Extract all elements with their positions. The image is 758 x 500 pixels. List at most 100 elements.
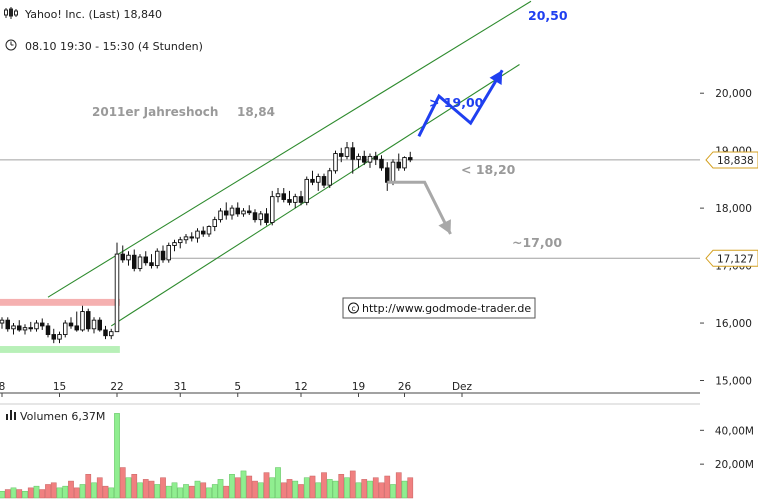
x-tick-label: 12 (294, 381, 307, 393)
volume-bar (372, 477, 379, 499)
candle-body (367, 155, 373, 163)
volume-bar (275, 467, 281, 499)
volume-bar (246, 475, 253, 499)
candle-body (120, 253, 125, 261)
candle-body (68, 322, 74, 327)
x-tick-label: 8 (0, 381, 5, 393)
volume-layer (0, 413, 414, 499)
price-marker: 18,838 (705, 151, 758, 169)
volume-bar (33, 485, 40, 499)
volume-bar (257, 482, 264, 499)
volume-bar (91, 482, 97, 499)
candle-body (252, 212, 258, 221)
candle (200, 226, 206, 237)
candle (310, 170, 315, 186)
candle-body (114, 253, 120, 333)
scenario-layer (387, 69, 504, 235)
candle (212, 216, 217, 232)
candle (246, 205, 252, 216)
volume-bar (200, 482, 207, 499)
price-tick-label: 18,000 (715, 203, 752, 215)
candle-body (356, 155, 361, 160)
volume-bar (10, 487, 17, 499)
clock-icon (5, 39, 17, 51)
candle (143, 251, 148, 266)
volume-bar (165, 485, 172, 499)
candle-body (298, 196, 304, 203)
candle-body (34, 322, 39, 330)
candle-body (218, 210, 223, 221)
volume-bar (321, 472, 327, 499)
candle (356, 153, 361, 168)
source-link[interactable]: http://www.godmode-trader.de (362, 302, 531, 315)
candle-body (103, 329, 108, 337)
candle-body (246, 210, 252, 214)
candle-body (350, 147, 356, 160)
candle (379, 155, 384, 171)
volume-bar (160, 477, 166, 499)
candle (327, 167, 333, 189)
volume-bar (211, 484, 218, 499)
candle-body (51, 334, 57, 340)
candle-body (275, 193, 281, 198)
volume-bar (56, 487, 63, 499)
volume-bar (148, 480, 155, 499)
candle-body (137, 256, 143, 269)
volume-bar (119, 467, 126, 499)
volume-bar (114, 413, 120, 499)
candle-body (212, 219, 217, 227)
candle (229, 205, 235, 220)
candle-body (373, 155, 379, 160)
volume-bar (355, 482, 362, 499)
price-marker-label: 18,838 (717, 155, 754, 167)
volume-bar (137, 482, 143, 499)
volume-bar (407, 477, 414, 499)
candle (120, 245, 125, 263)
volume-bar (22, 490, 28, 499)
candle-body (166, 245, 171, 261)
candle (85, 308, 91, 332)
candle (17, 320, 22, 332)
volume-bar (39, 489, 46, 499)
candle-body (57, 334, 62, 340)
candle-body (408, 157, 413, 161)
candle (218, 208, 223, 223)
candle (40, 318, 45, 330)
candle-body (235, 207, 240, 215)
candle (108, 328, 114, 340)
candle (287, 190, 292, 206)
support-zone (0, 346, 120, 353)
candle-body (264, 213, 269, 223)
candle-body (200, 230, 206, 235)
volume-bar (0, 490, 5, 499)
candle (281, 188, 287, 203)
candle-body (241, 210, 246, 215)
candle (223, 202, 229, 220)
candle-body (149, 262, 154, 267)
candle-body (281, 193, 287, 200)
candle (22, 324, 28, 335)
price-tick-label: 15,000 (715, 376, 752, 388)
candle-body (22, 327, 28, 331)
volume-bar (344, 477, 350, 499)
volume-bar (188, 485, 195, 499)
candle-body (316, 176, 321, 183)
candle-body (379, 158, 384, 169)
candle (114, 242, 120, 333)
volume-tick-label: 40,00M (715, 425, 754, 437)
volume-bar (194, 480, 201, 499)
volume-bar (108, 487, 115, 499)
candle-body (344, 147, 350, 157)
candle-body (321, 176, 327, 186)
price-markers: 18,838 17,127 (705, 151, 758, 267)
candle-body (229, 207, 235, 216)
volume-bar (154, 484, 161, 499)
candle-body (45, 325, 51, 335)
volume-tick-label: 20,00M (715, 459, 754, 471)
volume-bar (361, 479, 368, 499)
x-tick-label: 15 (53, 381, 66, 393)
candle-body (126, 254, 131, 261)
candle-body (28, 327, 34, 330)
volume-bar (395, 472, 402, 499)
